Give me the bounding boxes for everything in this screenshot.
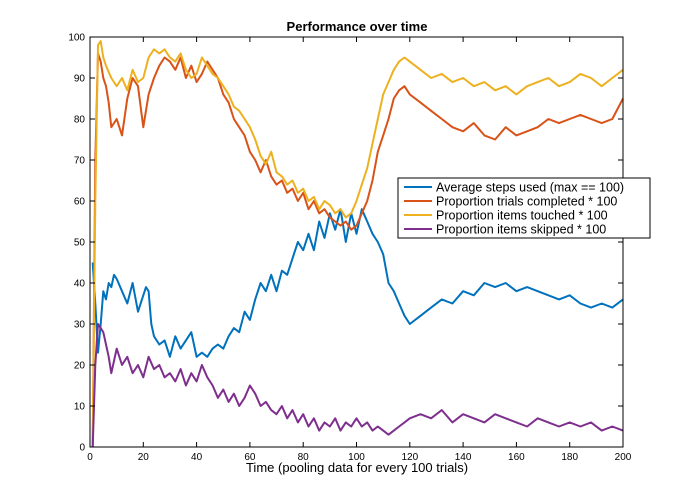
y-tick-label: 20 xyxy=(74,361,86,372)
y-tick-label: 30 xyxy=(74,320,86,331)
y-tick-label: 40 xyxy=(74,279,86,290)
series-line-4 xyxy=(91,323,624,448)
chart-title: Performance over time xyxy=(287,19,428,34)
legend-entry-4: Proportion items skipped * 100 xyxy=(436,223,606,237)
y-tick-label: 70 xyxy=(74,156,86,167)
legend-box xyxy=(397,177,651,239)
y-tick-label: 50 xyxy=(74,238,86,249)
y-axis-ticks: 0 10 20 30 40 50 60 70 80 90 100 xyxy=(68,33,623,454)
y-tick-label: 90 xyxy=(74,74,86,85)
x-tick-label: 100 xyxy=(348,452,365,463)
legend-entry-3: Proportion items touched * 100 xyxy=(436,209,608,223)
x-tick-label: 200 xyxy=(615,452,632,463)
x-tick-label: 80 xyxy=(298,452,310,463)
y-tick-label: 80 xyxy=(74,115,86,126)
y-tick-label: 100 xyxy=(68,33,85,44)
series-line-2 xyxy=(91,52,624,448)
x-tick-label: 120 xyxy=(401,452,418,463)
x-tick-label: 20 xyxy=(138,452,150,463)
x-tick-label: 180 xyxy=(561,452,578,463)
y-tick-label: 0 xyxy=(79,443,85,454)
x-axis-ticks: 0 20 40 60 80 100 120 140 160 180 200 xyxy=(87,37,632,463)
series-line-3 xyxy=(91,40,624,448)
y-tick-label: 60 xyxy=(74,197,86,208)
x-tick-label: 40 xyxy=(191,452,203,463)
x-tick-label: 0 xyxy=(87,452,93,463)
x-tick-label: 140 xyxy=(455,452,472,463)
x-axis-label: Time (pooling data for every 100 trials) xyxy=(246,460,468,475)
x-tick-label: 60 xyxy=(244,452,256,463)
legend-entry-1: Average steps used (max == 100) xyxy=(436,181,624,195)
chart-legend: Average steps used (max == 100)Proportio… xyxy=(397,177,651,239)
y-tick-label: 10 xyxy=(74,402,86,413)
legend-entry-2: Proportion trials completed * 100 xyxy=(436,195,617,209)
plot-lines xyxy=(91,40,624,448)
x-tick-label: 160 xyxy=(508,452,525,463)
series-line-1 xyxy=(91,208,624,358)
